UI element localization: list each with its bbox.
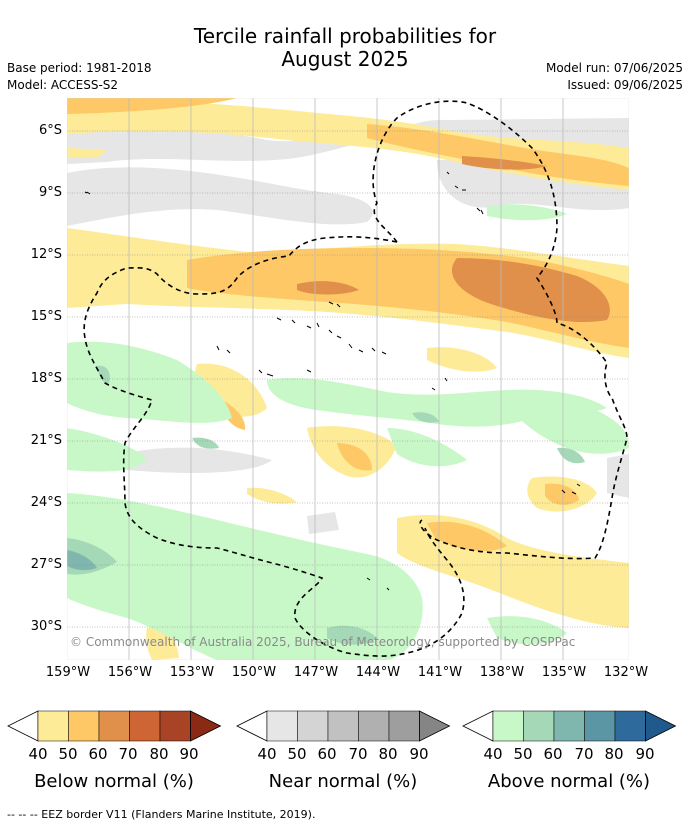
lon-label: 159°W (45, 665, 91, 680)
model-run: Model run: 07/06/2025 (545, 61, 683, 75)
colorbar-near-segment (388, 710, 420, 742)
probability-shading (67, 98, 629, 660)
colorbar-tick: 50 (287, 745, 307, 763)
lon-label: 132°W (603, 665, 649, 680)
graticule (67, 130, 629, 628)
lat-label: 9°S (38, 185, 62, 200)
issued-date: Issued: 09/06/2025 (567, 78, 683, 92)
colorbar-title-near: Near normal (%) (268, 771, 418, 792)
colorbar-title-below: Below normal (%) (34, 771, 194, 792)
colorbar-below-segment (159, 710, 191, 742)
colorbar-tick: 90 (635, 745, 655, 763)
colorbar-below-high-arrow (190, 710, 222, 742)
lon-label: 141°W (417, 665, 463, 680)
lat-label: 30°S (30, 619, 62, 634)
base-period: Base period: 1981-2018 (7, 61, 152, 75)
probability-map: © Commonwealth of Australia 2025, Bureau… (67, 98, 629, 660)
eez-borders (83, 100, 628, 657)
colorbar-near (236, 710, 451, 742)
colorbar-title-above: Above normal (%) (487, 771, 651, 792)
colorbar-below-segment (37, 710, 69, 742)
lat-label: 21°S (30, 433, 62, 448)
colorbar-below (7, 710, 222, 742)
colorbar-tick: 60 (543, 745, 563, 763)
colorbar-tick: 50 (513, 745, 533, 763)
colorbar-below-segment (129, 710, 161, 742)
colorbar-tick: 80 (378, 745, 398, 763)
colorbar-tick: 80 (149, 745, 169, 763)
colorbar-below-segment (68, 710, 100, 742)
lon-label: 150°W (231, 665, 277, 680)
colorbar-tick: 90 (409, 745, 429, 763)
colorbar-above-high-arrow (645, 710, 677, 742)
colorbar-above-segment (584, 710, 616, 742)
lon-label: 135°W (541, 665, 587, 680)
lon-label: 147°W (293, 665, 339, 680)
colorbar-tick: 40 (483, 745, 503, 763)
colorbar-above-segment (614, 710, 646, 742)
colorbar-above-segment (553, 710, 585, 742)
colorbar-tick: 60 (88, 745, 108, 763)
lat-label: 12°S (30, 247, 62, 262)
colorbar-tick: 40 (28, 745, 48, 763)
lat-label: 27°S (30, 557, 62, 572)
colorbar-near-segment (358, 710, 390, 742)
colorbar-near-high-arrow (419, 710, 451, 742)
lat-label: 24°S (30, 495, 62, 510)
colorbar-above-segment (492, 710, 524, 742)
colorbar-tick: 70 (574, 745, 594, 763)
colorbar-tick: 80 (604, 745, 624, 763)
model-name: Model: ACCESS-S2 (7, 78, 119, 92)
colorbar-near-segment (327, 710, 359, 742)
islands (84, 171, 581, 591)
colorbar-near-segment (297, 710, 329, 742)
colorbar-above-low-arrow (462, 710, 494, 742)
colorbar-tick: 70 (348, 745, 368, 763)
colorbar-near-low-arrow (236, 710, 268, 742)
colorbar-above-segment (523, 710, 555, 742)
colorbar-below-segment (98, 710, 130, 742)
colorbar-above (462, 710, 677, 742)
lon-label: 138°W (479, 665, 525, 680)
colorbar-below-low-arrow (7, 710, 39, 742)
copyright-notice: © Commonwealth of Australia 2025, Bureau… (70, 635, 575, 649)
eez-border-note: -- -- -- EEZ border V11 (Flanders Marine… (7, 808, 316, 821)
colorbar-near-segment (266, 710, 298, 742)
lat-label: 15°S (30, 309, 62, 324)
colorbar-tick: 50 (58, 745, 78, 763)
lon-label: 156°W (107, 665, 153, 680)
lon-label: 144°W (355, 665, 401, 680)
lat-label: 18°S (30, 371, 62, 386)
lat-label: 6°S (38, 123, 62, 138)
colorbar-tick: 60 (317, 745, 337, 763)
legend-colorbars (7, 710, 677, 742)
colorbar-tick: 40 (257, 745, 277, 763)
colorbar-tick: 70 (118, 745, 138, 763)
lon-label: 153°W (169, 665, 215, 680)
colorbar-tick: 90 (179, 745, 199, 763)
map-title-line1: Tercile rainfall probabilities for (193, 24, 497, 48)
map-title-line2: August 2025 (281, 47, 409, 71)
